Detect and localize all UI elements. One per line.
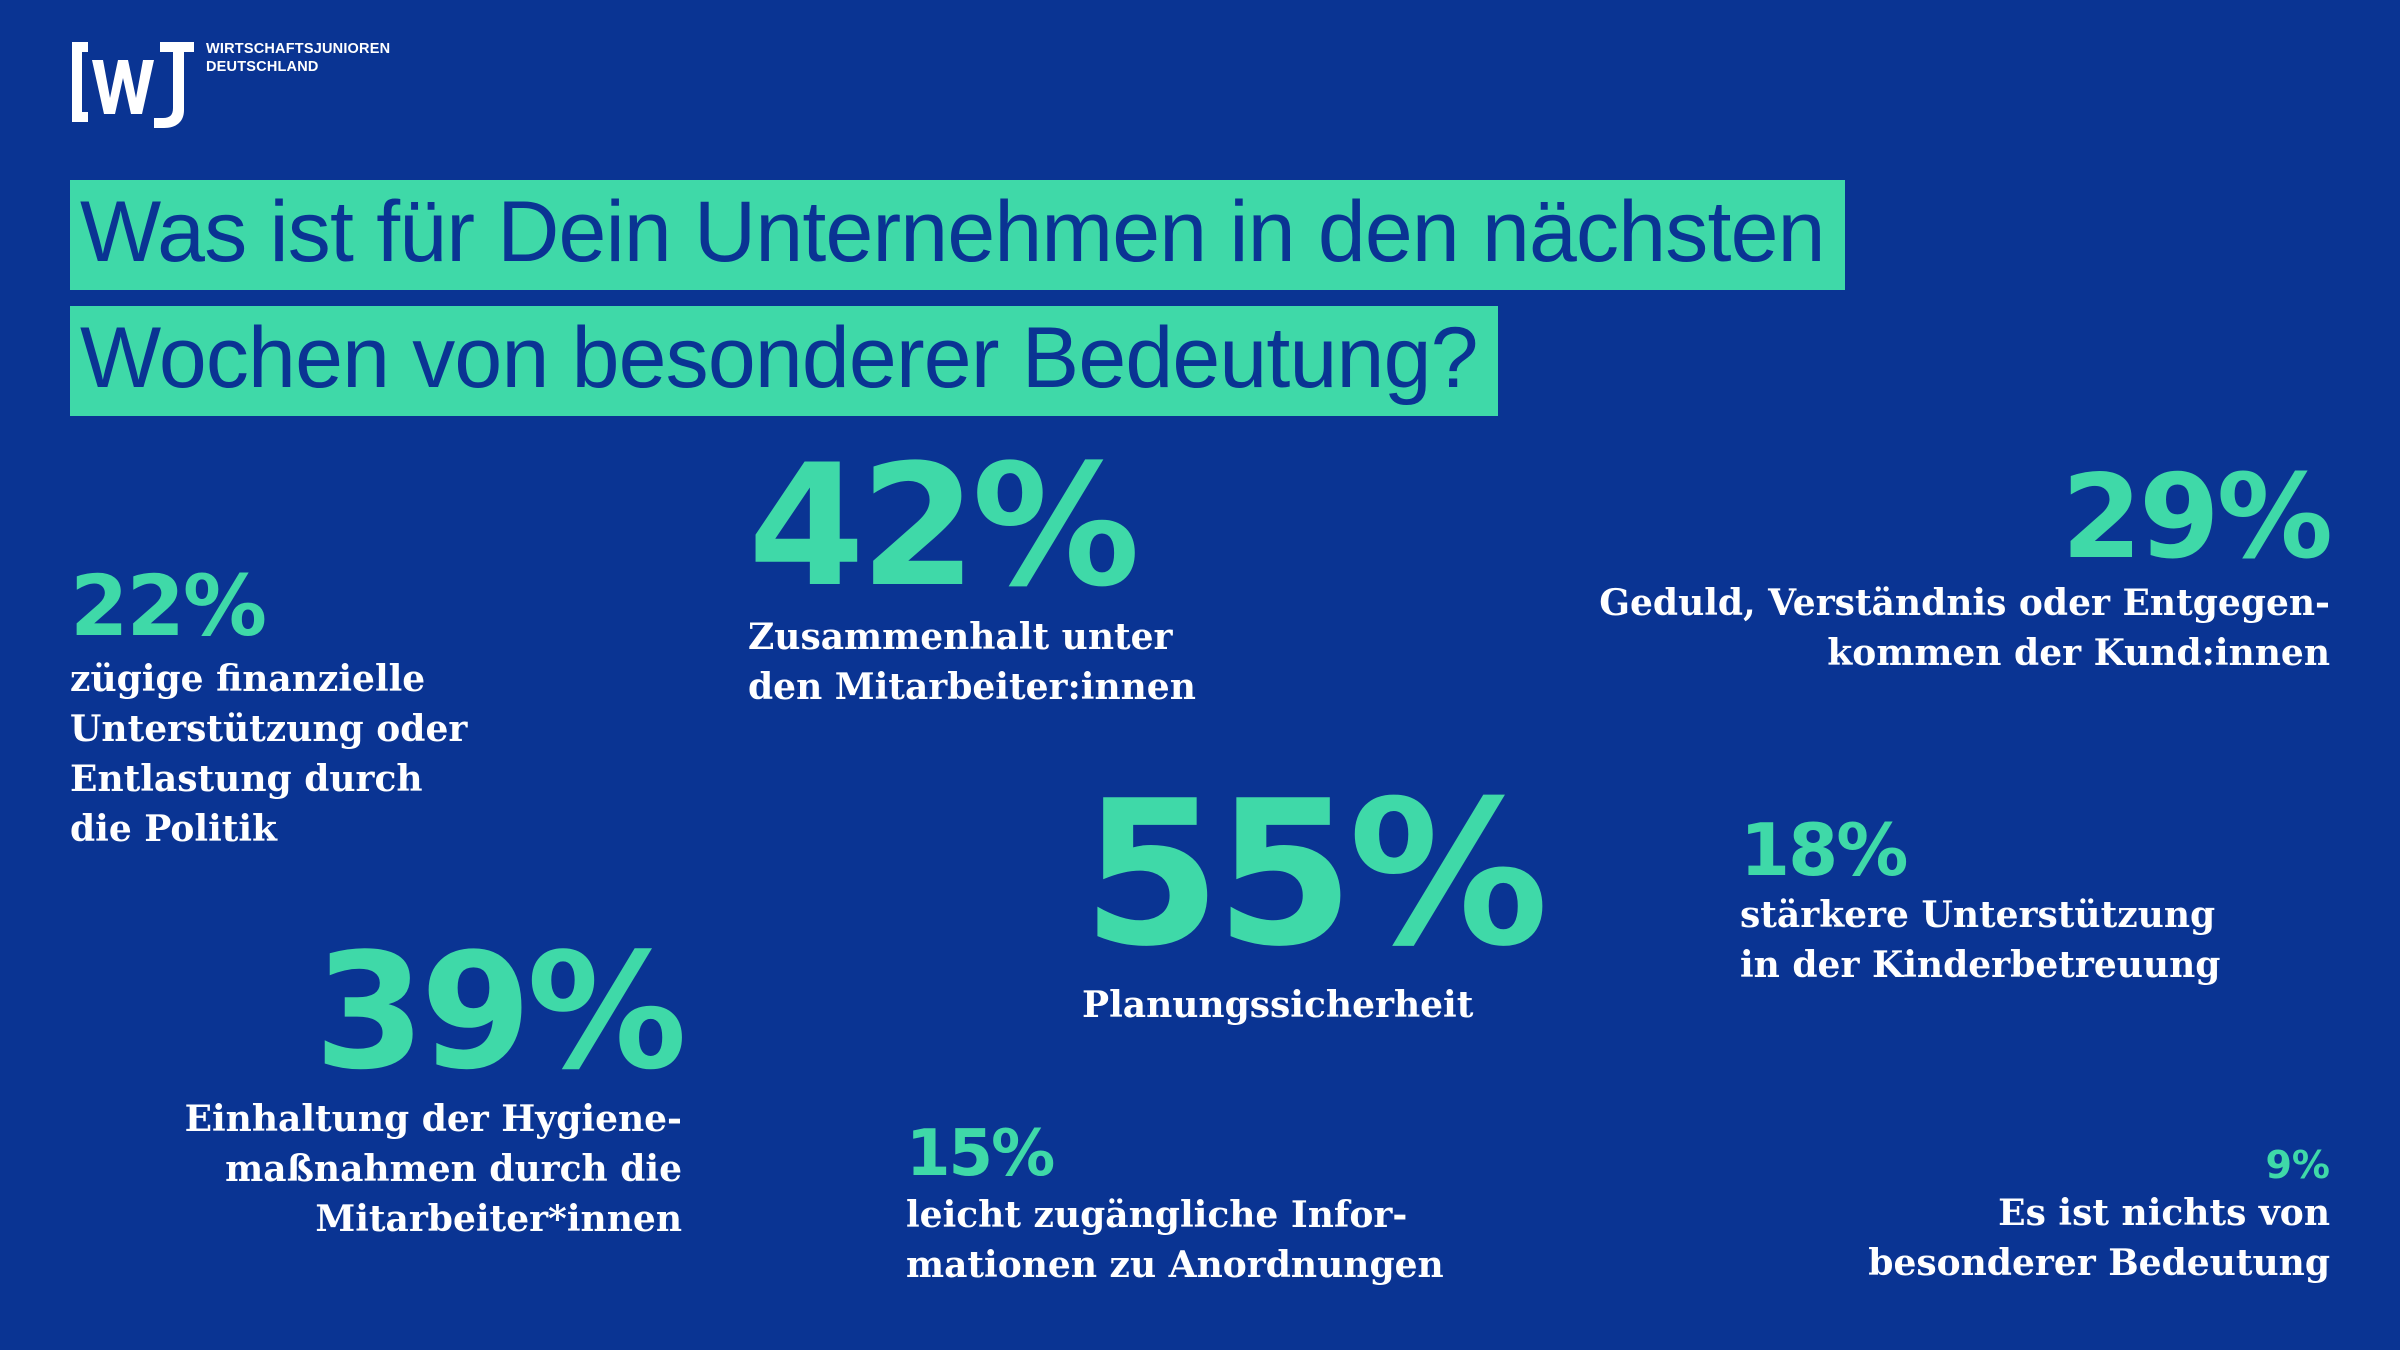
stat-label: Planungssicherheit bbox=[1082, 984, 1474, 1026]
brand-name: WIRTSCHAFTSJUNIOREN DEUTSCHLAND bbox=[206, 40, 390, 76]
stat-label: leicht zugängliche Infor- mationen zu An… bbox=[906, 1194, 1444, 1286]
page-title: Was ist für Dein Unternehmen in den näch… bbox=[70, 180, 1845, 432]
title-line-1-text: Was ist für Dein Unternehmen in den näch… bbox=[70, 180, 1845, 290]
stat-value: 29% bbox=[2061, 450, 2333, 585]
stat-value: 22% bbox=[70, 557, 267, 655]
stat-planning-security: 55% Planungssicherheit bbox=[1082, 758, 1549, 1030]
stat-label: stärkere Unterstützung in der Kinderbetr… bbox=[1740, 894, 2221, 986]
stat-value: 55% bbox=[1082, 758, 1549, 991]
stat-label: Es ist nichts von besonderer Bedeutung bbox=[1868, 1192, 2330, 1284]
stat-childcare-support: 18% stärkere Unterstützung in der Kinder… bbox=[1740, 810, 2220, 990]
stat-nothing-special: 9% Es ist nichts von besonderer Bedeutun… bbox=[1868, 1142, 2330, 1288]
stat-team-cohesion: 42% Zusammenhalt unter den Mitarbeiter:i… bbox=[748, 440, 1196, 712]
stat-label: Geduld, Verständnis oder Entgegen- komme… bbox=[1599, 582, 2330, 674]
stat-value: 39% bbox=[314, 918, 687, 1105]
brand-name-line2: DEUTSCHLAND bbox=[206, 59, 319, 75]
brand-logo: WIRTSCHAFTSJUNIOREN DEUTSCHLAND bbox=[68, 38, 428, 138]
stat-label: Zusammenhalt unter den Mitarbeiter:innen bbox=[748, 616, 1196, 708]
stat-label: Einhaltung der Hygiene- maßnahmen durch … bbox=[184, 1098, 682, 1240]
stat-value: 42% bbox=[748, 428, 1140, 624]
stat-customer-patience: 29% Geduld, Verständnis oder Entgegen- k… bbox=[1599, 450, 2333, 678]
stat-financial-support: 22% zügige finanzielle Unterstützung ode… bbox=[70, 558, 467, 854]
wj-logo-icon bbox=[72, 42, 194, 128]
stat-accessible-information: 15% leicht zugängliche Infor- mationen z… bbox=[906, 1118, 1444, 1290]
title-line-1: Was ist für Dein Unternehmen in den näch… bbox=[70, 180, 1845, 290]
stat-hygiene-compliance: 39% Einhaltung der Hygiene- maßnahmen du… bbox=[184, 918, 687, 1244]
stat-value: 15% bbox=[906, 1117, 1055, 1191]
brand-name-line1: WIRTSCHAFTSJUNIOREN bbox=[206, 41, 391, 57]
title-line-2: Wochen von besonderer Bedeutung? bbox=[70, 306, 1845, 416]
title-line-2-text: Wochen von besonderer Bedeutung? bbox=[70, 306, 1498, 416]
stat-value: 18% bbox=[1740, 808, 1908, 892]
stat-value: 9% bbox=[2265, 1143, 2330, 1187]
stat-label: zügige finanzielle Unterstützung oder En… bbox=[70, 658, 468, 850]
